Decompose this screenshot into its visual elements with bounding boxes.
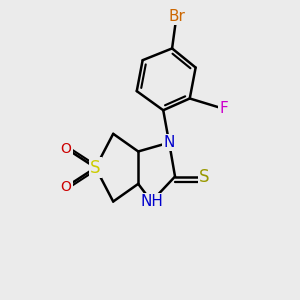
Text: O: O xyxy=(61,142,71,155)
Text: F: F xyxy=(219,101,228,116)
Text: O: O xyxy=(61,180,71,194)
Text: NH: NH xyxy=(140,194,163,209)
Text: S: S xyxy=(90,159,101,177)
Text: S: S xyxy=(199,167,210,185)
Text: N: N xyxy=(164,135,175,150)
Text: Br: Br xyxy=(168,8,185,23)
